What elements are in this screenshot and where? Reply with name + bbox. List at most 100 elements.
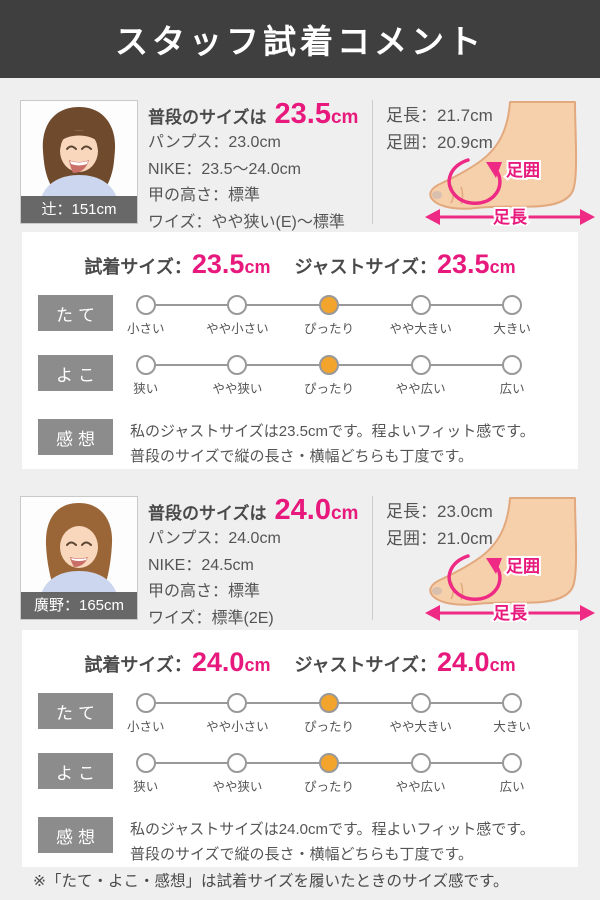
scale-dot xyxy=(410,295,431,315)
detail-nike: NIKE：23.5〜24.0cm xyxy=(148,160,301,178)
scale-track: 狭い やや狭い ぴったり やや広い 広い xyxy=(100,753,558,795)
measurement-lines: 足長：23.0cm 足囲：21.0cm xyxy=(386,498,493,552)
scale-label-vertical: たて xyxy=(38,693,113,729)
scale-label-vertical: たて xyxy=(38,295,113,331)
scale-option: 小さい xyxy=(100,295,192,337)
staff-size-info: 普段のサイズは 23.5 cm パンプス：23.0cm NIKE：23.5〜24… xyxy=(148,98,372,236)
comment-text: 私のジャストサイズは24.0cmです。程よいフィット感です。 普段のサイズで縦の… xyxy=(130,821,535,863)
detail-nike: NIKE：24.5cm xyxy=(148,556,254,574)
usual-size-unit: cm xyxy=(330,107,359,128)
scale-option: 大きい xyxy=(466,693,558,735)
just-size-value: 24.0 xyxy=(437,647,490,677)
scale-track: 小さい やや小さい ぴったり やや大きい 大きい xyxy=(100,295,558,337)
scale-option: 広い xyxy=(466,355,558,397)
scale-dot xyxy=(502,753,523,773)
foot-diagram-illustration: 足囲 足長 xyxy=(425,497,595,622)
scale-dot-selected xyxy=(318,355,339,375)
fitting-result-card-2: 試着サイズ： 24.0 cm ジャストサイズ： 24.0 cm たて 小さい や… xyxy=(22,630,578,867)
footer-note: ※「たて・よこ・感想」は試着サイズを履いたときのサイズ感です。 xyxy=(33,873,509,890)
just-size-label: ジャストサイズ： xyxy=(294,257,438,277)
detail-pumps: パンプス：23.0cm xyxy=(148,134,281,151)
fitting-result-card-1: 試着サイズ： 23.5 cm ジャストサイズ： 23.5 cm たて 小さい や… xyxy=(22,232,578,469)
foot-length-value: 足長：21.7cm xyxy=(386,106,493,125)
foot-girth-value: 足囲：21.0cm xyxy=(386,529,493,548)
usual-size-unit: cm xyxy=(330,503,359,524)
scale-dot xyxy=(227,295,248,315)
staff-avatar-illustration xyxy=(21,497,137,594)
just-size-unit: cm xyxy=(489,655,516,675)
scale-dot xyxy=(502,295,523,315)
girth-arrow xyxy=(447,554,502,601)
staff-photo-2: 廣野：165cm xyxy=(20,496,138,620)
scale-row-vertical: たて 小さい やや小さい ぴったり やや大きい 大きい xyxy=(22,295,578,339)
tried-size-unit: cm xyxy=(244,257,271,277)
scale-option: 広い xyxy=(466,753,558,795)
girth-arrowhead xyxy=(486,162,502,178)
girth-label: 足囲 xyxy=(506,557,540,576)
detail-width: ワイズ：標準(2E) xyxy=(148,609,274,627)
comment-label: 感想 xyxy=(38,419,113,455)
scale-dot-selected xyxy=(318,295,339,315)
scale-option: やや小さい xyxy=(192,693,284,735)
just-size-value: 23.5 xyxy=(437,249,490,279)
comment-text: 私のジャストサイズは23.5cmです。程よいフィット感です。 普段のサイズで縦の… xyxy=(130,423,535,465)
comment-row: 感想 私のジャストサイズは23.5cmです。程よいフィット感です。 普段のサイズ… xyxy=(22,419,578,479)
scale-dot xyxy=(227,355,248,375)
scale-dot xyxy=(227,753,248,773)
scale-dot xyxy=(227,693,248,713)
scale-dot xyxy=(135,753,156,773)
usual-size-line: 普段のサイズは 23.5 cm xyxy=(148,98,372,130)
scale-dot xyxy=(410,693,431,713)
scale-dot-selected xyxy=(318,753,339,773)
scale-option: やや大きい xyxy=(375,693,467,735)
length-arrowhead-left xyxy=(425,605,440,621)
tried-size-line: 試着サイズ： 23.5 cm ジャストサイズ： 23.5 cm xyxy=(22,232,578,279)
staff-avatar-illustration xyxy=(21,101,137,198)
scale-dot-selected xyxy=(318,693,339,713)
scale-option: やや広い xyxy=(375,355,467,397)
detail-instep: 甲の高さ：標準 xyxy=(148,583,261,600)
usual-size-label: 普段のサイズは xyxy=(148,504,267,523)
scale-option: ぴったり xyxy=(283,753,375,795)
usual-size-label: 普段のサイズは xyxy=(148,108,267,127)
scale-option: やや狭い xyxy=(192,753,284,795)
scale-label-horizontal: よこ xyxy=(38,753,113,789)
foot-measurements: 足長：23.0cm 足囲：21.0cm 足囲 足長 xyxy=(372,496,600,622)
measurement-lines: 足長：21.7cm 足囲：20.9cm xyxy=(386,102,493,156)
girth-label: 足囲 xyxy=(506,161,540,180)
scale-option: 狭い xyxy=(100,753,192,795)
scale-option: やや小さい xyxy=(192,295,284,337)
scale-option: 小さい xyxy=(100,693,192,735)
detail-instep: 甲の高さ：標準 xyxy=(148,187,261,204)
scale-option: 大きい xyxy=(466,295,558,337)
scale-option: やや狭い xyxy=(192,355,284,397)
page-header: スタッフ試着コメント xyxy=(0,0,600,78)
scale-option: ぴったり xyxy=(283,295,375,337)
just-size-label: ジャストサイズ： xyxy=(294,655,438,675)
scale-dot xyxy=(502,355,523,375)
scale-dot xyxy=(135,295,156,315)
scale-option: 狭い xyxy=(100,355,192,397)
scale-row-horizontal: よこ 狭い やや狭い ぴったり やや広い 広い xyxy=(22,355,578,399)
scale-option: やや大きい xyxy=(375,295,467,337)
foot-girth-value: 足囲：20.9cm xyxy=(386,133,493,152)
foot-length-value: 足長：23.0cm xyxy=(386,502,493,521)
staff-name-height: 廣野：165cm xyxy=(21,592,137,619)
staff-name-height: 辻：151cm xyxy=(21,196,137,223)
tried-size-label: 試着サイズ： xyxy=(84,655,192,675)
staff-photo-1: 辻：151cm xyxy=(20,100,138,224)
foot-measurements: 足長：21.7cm 足囲：20.9cm 足囲 足長 xyxy=(372,100,600,226)
length-label: 足長 xyxy=(493,208,528,226)
foot-diagram-illustration: 足囲 足長 xyxy=(425,101,595,226)
tried-size-value: 23.5 xyxy=(191,249,245,279)
scale-option: やや広い xyxy=(375,753,467,795)
scale-dot xyxy=(410,753,431,773)
usual-size-value: 23.5 xyxy=(274,98,331,130)
staff-size-info: 普段のサイズは 24.0 cm パンプス：24.0cm NIKE：24.5cm … xyxy=(148,494,372,632)
length-arrowhead-right xyxy=(580,209,595,225)
just-size-unit: cm xyxy=(489,257,516,277)
usual-size-line: 普段のサイズは 24.0 cm xyxy=(148,494,372,526)
tried-size-label: 試着サイズ： xyxy=(84,257,192,277)
scale-track: 狭い やや狭い ぴったり やや広い 広い xyxy=(100,355,558,397)
page-title: スタッフ試着コメント xyxy=(115,23,485,60)
